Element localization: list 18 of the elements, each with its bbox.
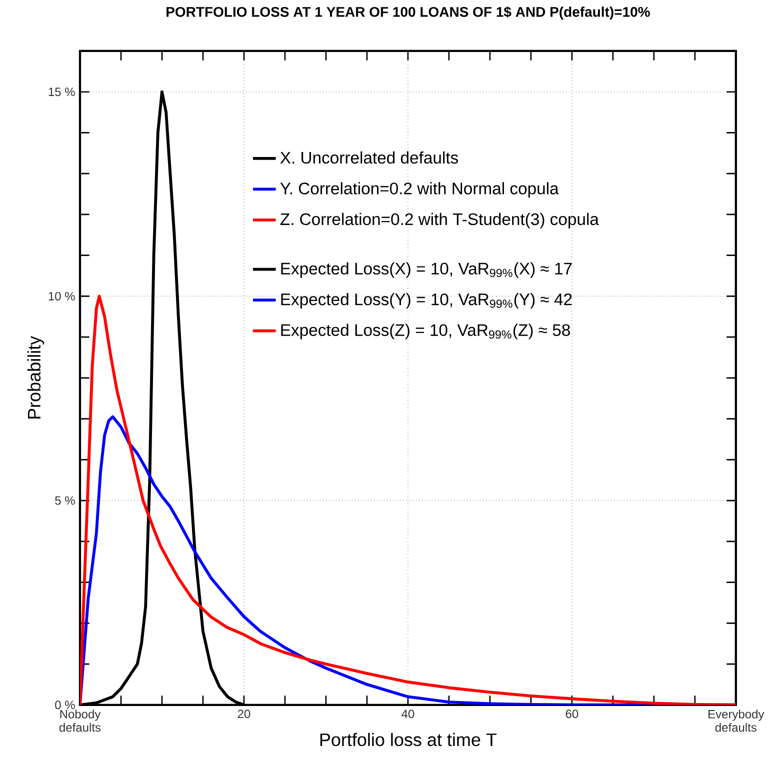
x-tick-label: Nobody defaults — [59, 710, 101, 732]
y-axis-title: Probability — [27, 336, 44, 419]
chart-title: PORTFOLIO LOSS AT 1 YEAR OF 100 LOANS OF 1$ AND P(default)=10% — [166, 6, 650, 20]
annotation: Expected Loss(Y) = 10, VaR$_{99%}$(Y) ≈ 42 — [281, 293, 572, 309]
x-tick-label: 40 — [402, 710, 414, 718]
y-tick-label: 10 % — [48, 292, 75, 301]
x-axis-title: Portfolio loss at time T — [320, 732, 497, 746]
legend-label: Z. Correlation=0.2 with T-Student(3) copula — [280, 212, 599, 228]
y-tick-label: 0 % — [55, 700, 75, 710]
y-tick-label: 5 % — [55, 496, 75, 505]
x-tick-label: Everybody defaults — [708, 710, 764, 732]
annotation: Expected Loss(Z) = 10, VaR$_{99%}$(Z) ≈ 58 — [281, 324, 570, 340]
y-tick-label: 15 % — [48, 88, 75, 96]
legend-label: X. Uncorrelated defaults — [280, 151, 458, 164]
annotation: Expected Loss(X) = 10, VaR$_{99%}$(X) ≈ 17 — [281, 262, 572, 278]
x-tick-label: 60 — [566, 710, 578, 718]
legend-label: Y. Correlation=0.2 with Normal copula — [280, 182, 559, 198]
x-tick-label: 20 — [238, 710, 250, 718]
